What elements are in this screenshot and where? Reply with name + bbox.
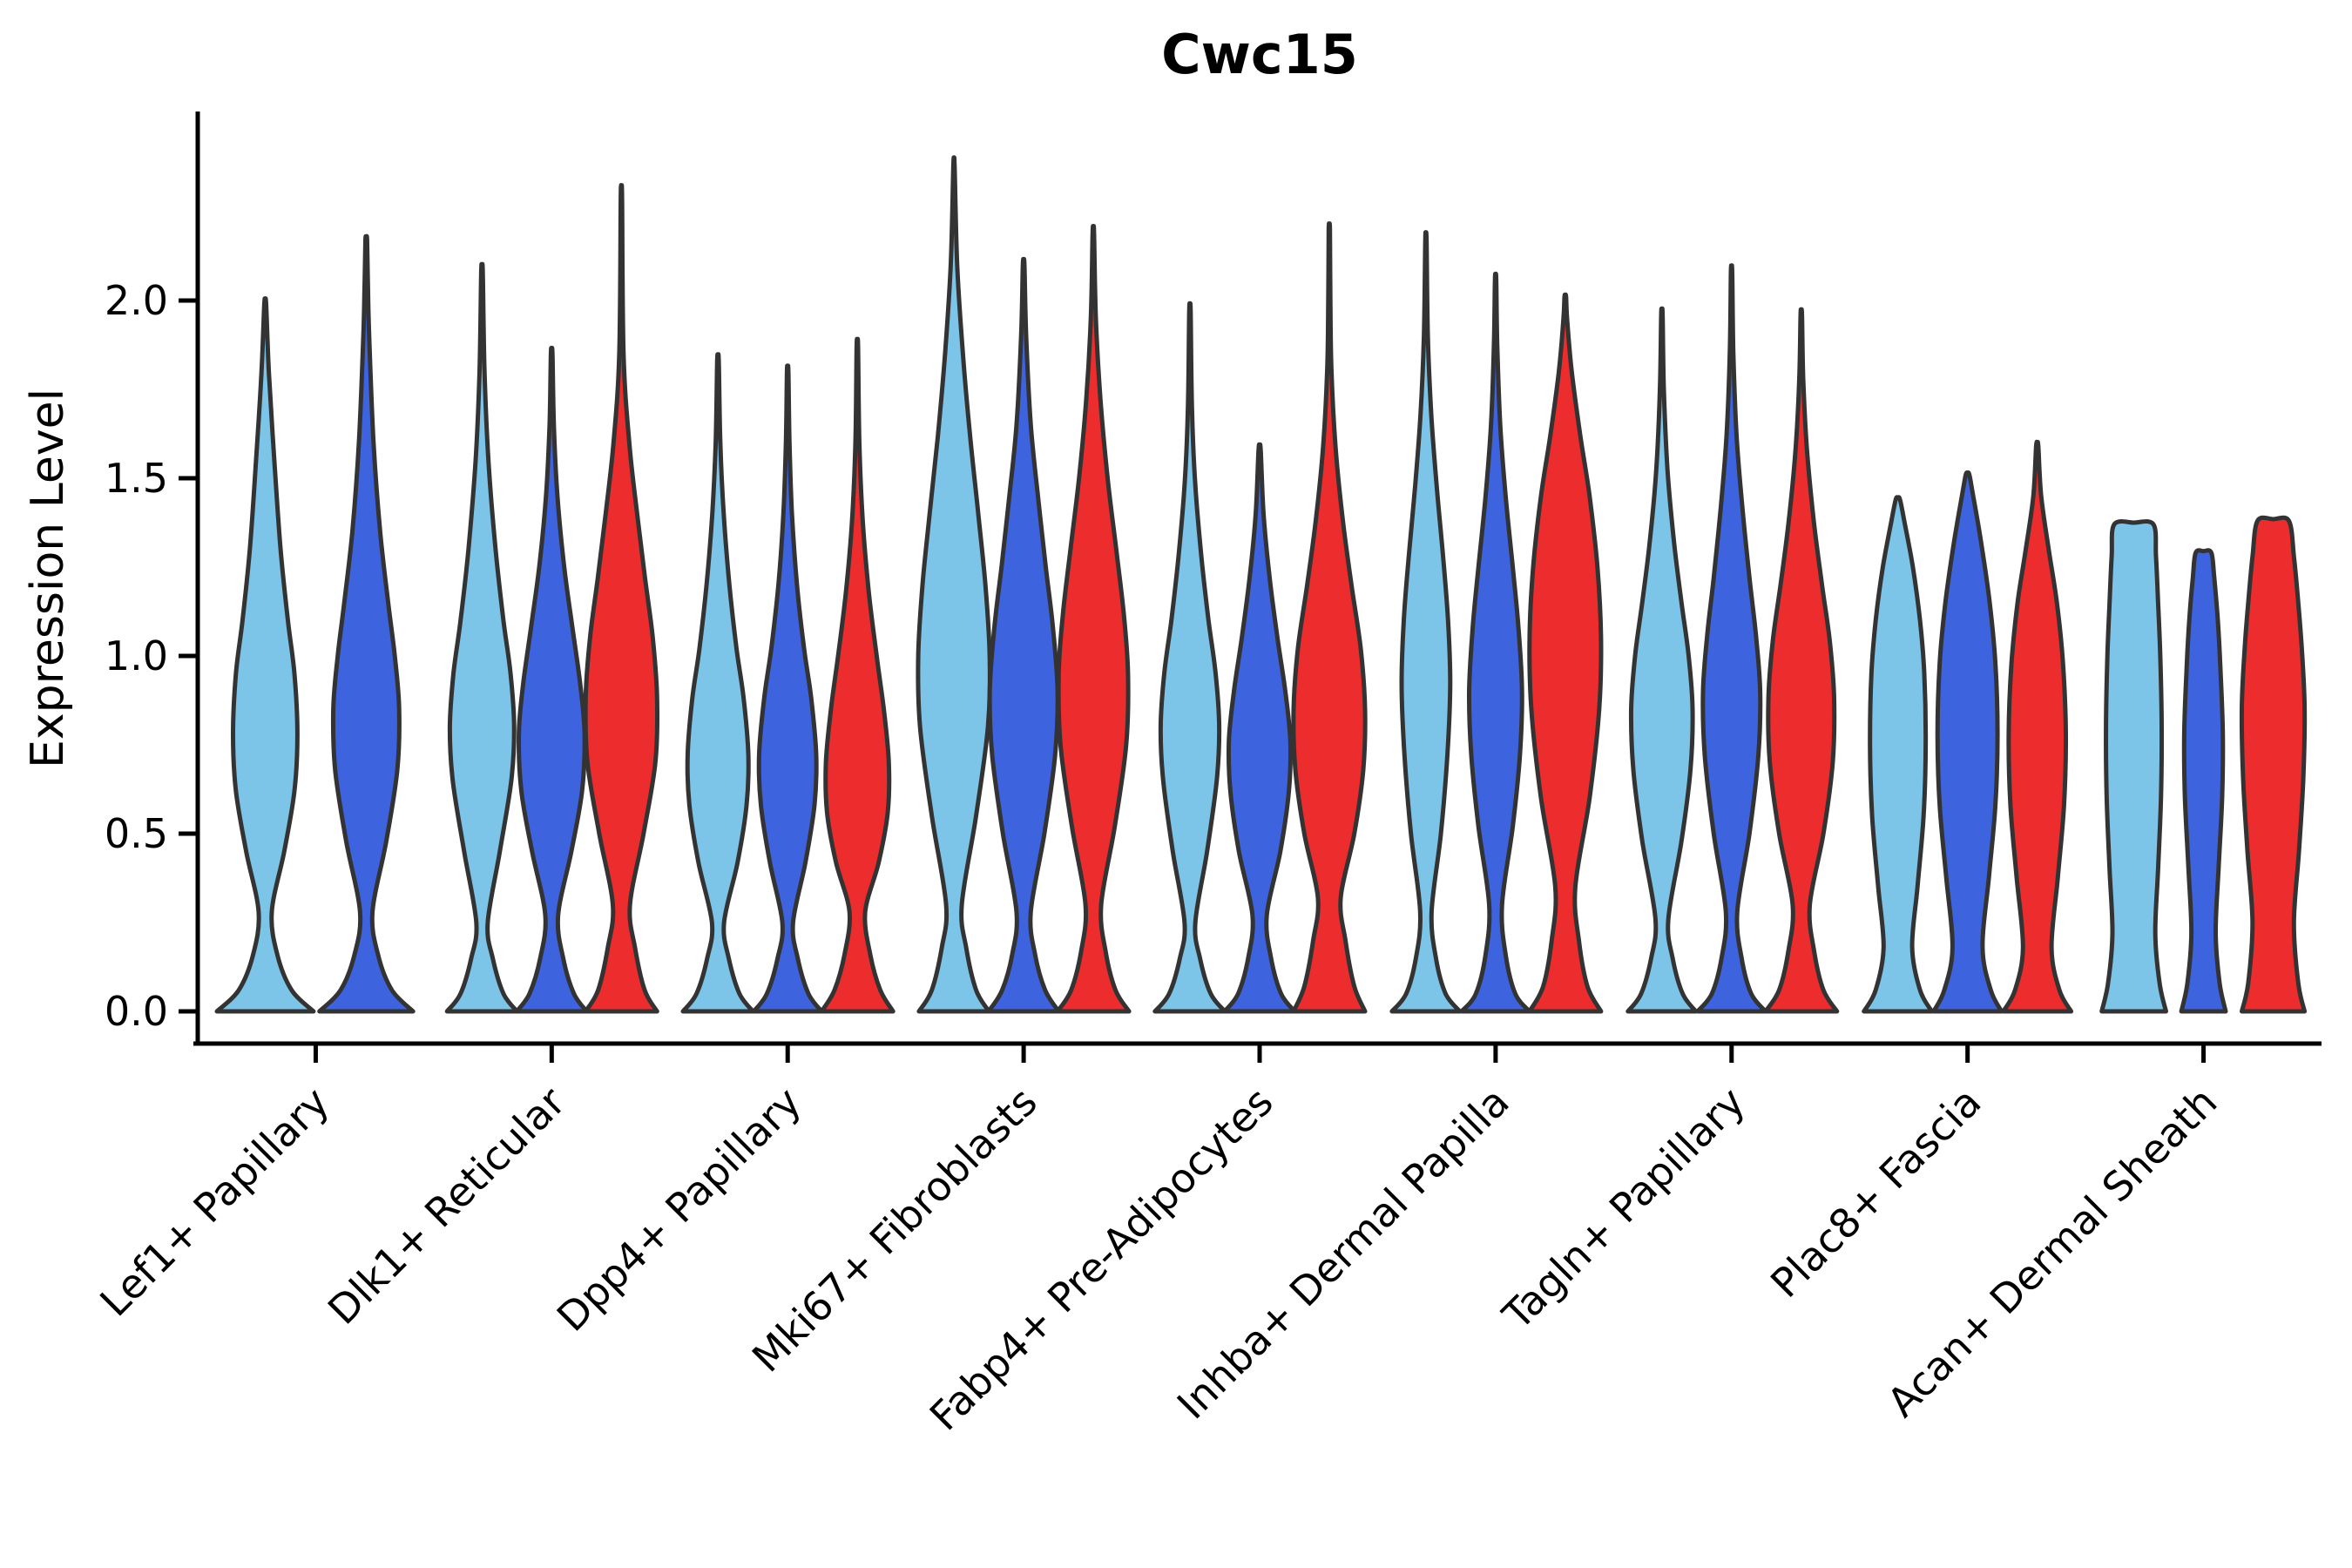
violin-light_blue [916, 155, 992, 1014]
y-tick-label: 0.5 [105, 810, 168, 857]
violin-red [1291, 221, 1368, 1014]
y-tick-label: 0.0 [105, 988, 168, 1035]
violin-dark_blue [751, 363, 824, 1014]
y-tick-label: 1.5 [105, 455, 168, 502]
violin-light_blue [1152, 301, 1227, 1014]
violin-light_blue [1389, 230, 1463, 1014]
violin-red [2001, 439, 2074, 1014]
x-tick-label: Tagln+ Papillary [1493, 1078, 1754, 1340]
violin-red [583, 183, 660, 1014]
violin-red [1055, 224, 1132, 1014]
violin-dark_blue [1931, 470, 2004, 1014]
violin-light_blue [680, 352, 755, 1014]
violin-dark_blue [514, 345, 589, 1014]
y-tick-label: 1.0 [105, 632, 168, 679]
violin-light_blue [2099, 519, 2168, 1014]
chart-title: Cwc15 [1161, 23, 1358, 86]
y-tick-label: 2.0 [105, 277, 168, 324]
violin-dark_blue [1695, 263, 1768, 1014]
violin-red [819, 336, 896, 1014]
violin-light_blue [444, 261, 519, 1014]
violin-red [1527, 292, 1604, 1014]
violin-light_blue [214, 296, 316, 1014]
violin-light_blue [1625, 306, 1699, 1014]
violin-dark_blue [1459, 271, 1532, 1014]
violin-dark_blue [2179, 548, 2228, 1014]
violin-dark_blue [1222, 442, 1297, 1014]
x-tick-label: Dlk1+ Reticular [319, 1078, 574, 1334]
violin-red [1763, 307, 1840, 1014]
x-tick-label: Plac8+ Fascia [1761, 1078, 1990, 1307]
violin-light_blue [1862, 495, 1935, 1014]
x-tick-label: Lef1+ Papillary [91, 1078, 338, 1326]
violin-red [2239, 515, 2308, 1014]
violin-dark_blue [317, 233, 416, 1014]
violin-dark_blue [986, 256, 1061, 1014]
x-tick-label: Dpp4+ Papillary [548, 1078, 810, 1341]
